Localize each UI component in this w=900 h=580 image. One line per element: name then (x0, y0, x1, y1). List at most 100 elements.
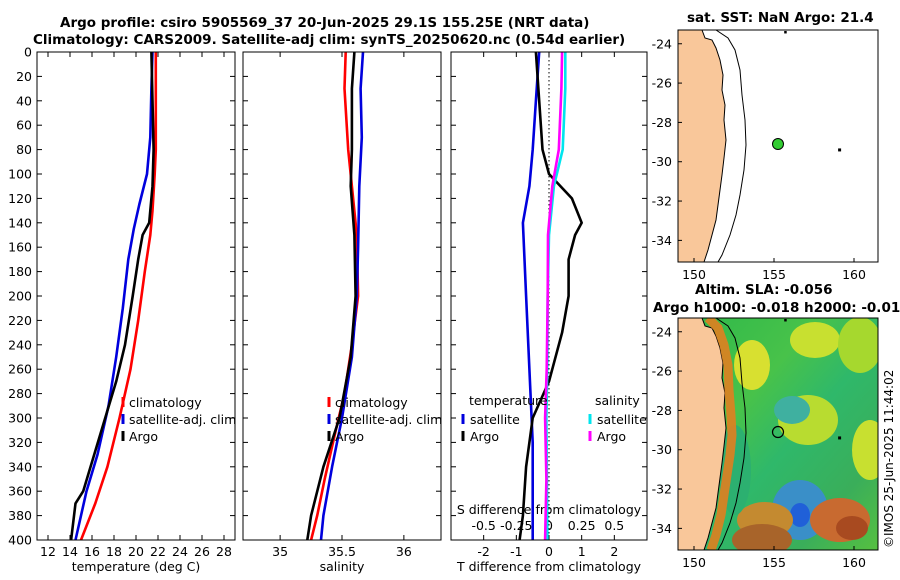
sst-land-mass (678, 30, 727, 262)
island-dot (784, 318, 787, 322)
map-y-tick-label: -24 (652, 324, 672, 339)
y-tick-label: 160 (8, 240, 32, 255)
map-y-tick-label: -32 (652, 194, 672, 209)
island-dot (784, 30, 787, 34)
main-title-line1: Argo profile: csiro 5905569_37 20-Jun-20… (60, 15, 590, 31)
y-tick-label: 140 (8, 215, 32, 230)
legend-label: climatology (129, 395, 202, 410)
y-tick-label: 280 (8, 386, 32, 401)
y-tick-label: 240 (8, 337, 32, 352)
y-tick-label: 0 (24, 45, 32, 60)
main-title-line2: Climatology: CARS2009. Satellite-adj cli… (33, 32, 626, 48)
y-tick-label: 120 (8, 191, 32, 206)
x-tick-label: 22 (150, 544, 166, 559)
x-tick-label: 36 (396, 544, 412, 559)
chart-salinity: 35 35.5 36 salinity climatology satellite-adj… (242, 51, 442, 574)
x-tick-label: 35 (272, 544, 288, 559)
y-tick-label: 340 (8, 459, 32, 474)
x-tick-label: 16 (84, 544, 100, 559)
legend-label: climatology (335, 395, 408, 410)
x-tick-label: 28 (216, 544, 232, 559)
legend-label: satellite (597, 412, 647, 427)
series-line-s-argo (543, 51, 564, 541)
map-y-tick-label: -32 (652, 482, 672, 497)
x2-tick-label: 0 (545, 518, 553, 533)
x2-tick-label: -0.5 (471, 518, 495, 533)
series-line-argo (69, 51, 155, 541)
x-axis-label: T difference from climatology (456, 559, 642, 574)
map-x-tick-label: 160 (842, 267, 866, 282)
y-tick-label: 220 (8, 313, 32, 328)
map-y-tick-label: -30 (652, 442, 672, 457)
chart-difference: -2 -1 0 1 2T difference from climatology -0.5… (450, 51, 648, 574)
legend-label: Argo (335, 429, 364, 444)
x-axis-label: salinity (320, 559, 365, 574)
x2-axis-label: S difference from climatology (457, 502, 642, 517)
sla-coastal-band (704, 318, 737, 550)
y-tick-label: 300 (8, 411, 32, 426)
x2-tick-label: 0.25 (568, 518, 596, 533)
x-tick-label: 35.5 (328, 544, 356, 559)
map-y-tick-label: -28 (652, 403, 672, 418)
y-tick-label: 260 (8, 362, 32, 377)
x-tick-label: 12 (40, 544, 56, 559)
series-line-satellite-adj.-clim (74, 51, 154, 541)
y-tick-label: 100 (8, 167, 32, 182)
map-y-tick-label: -26 (652, 76, 672, 91)
map-x-tick-label: 150 (682, 555, 706, 570)
y-tick-label: 40 (16, 93, 32, 108)
sla-map-title-line1: Altim. SLA: -0.056 (695, 282, 833, 298)
y-tick-label: 20 (16, 69, 32, 84)
x-tick-label: 2 (610, 544, 618, 559)
argo-position-marker (771, 425, 785, 439)
x2-tick-label: -0.25 (500, 518, 532, 533)
map-x-tick-label: 155 (762, 267, 786, 282)
sla-shelf-contour (715, 318, 747, 550)
series-line-argo (306, 51, 357, 541)
sla-land-mass (678, 318, 727, 550)
x-tick-label: 18 (106, 544, 122, 559)
legend-label: satellite (470, 412, 520, 427)
legend-label: Argo (470, 429, 499, 444)
y-tick-label: 360 (8, 484, 32, 499)
map-y-tick-label: -26 (652, 364, 672, 379)
chart-temperature: 12 14 16 18 20 22 24 26 28 temperature (deg C) 0 20… (8, 45, 236, 575)
sla-map-axes: -24 -26 -28 -30 -32 -34 150 155 160 (652, 318, 866, 570)
map-y-tick-label: -24 (652, 36, 672, 51)
y-tick-label: 320 (8, 435, 32, 450)
map-y-tick-label: -34 (652, 233, 672, 248)
legend-s-title: salinity (595, 393, 640, 408)
y-tick-label: 380 (8, 508, 32, 523)
legend-t-title: temperature (469, 393, 548, 408)
x-tick-label: 0 (545, 544, 553, 559)
x-tick-label: 14 (62, 544, 78, 559)
plot-frame (242, 51, 442, 541)
legend-label: Argo (129, 429, 158, 444)
sst-map-title: sat. SST: NaN Argo: 21.4 (687, 10, 874, 26)
series-line-t-argo (518, 51, 584, 541)
y-tick-label: 80 (16, 142, 32, 157)
y-tick-label: 180 (8, 264, 32, 279)
sst-shelf-contour (715, 30, 747, 262)
map-y-tick-label: -30 (652, 154, 672, 169)
x-tick-label: 20 (128, 544, 144, 559)
y-tick-label: 60 (16, 118, 32, 133)
island-dot (838, 148, 842, 152)
series-line-climatology (79, 52, 158, 541)
x-tick-label: 24 (172, 544, 188, 559)
series-line-t-satellite (521, 51, 541, 540)
island-dot (838, 436, 842, 440)
map-x-tick-label: 155 (762, 555, 786, 570)
legend-label: satellite-adj. clim (335, 412, 442, 427)
y-tick-label: 200 (8, 289, 32, 304)
sla-map-title-line2: Argo h1000: -0.018 h2000: -0.012 (653, 300, 900, 316)
x-tick-label: -1 (510, 544, 522, 559)
argo-position-marker (772, 138, 784, 151)
map-x-tick-label: 150 (682, 267, 706, 282)
x-tick-label: 26 (194, 544, 210, 559)
y-tick-label: 400 (8, 533, 32, 548)
x-tick-label: -2 (477, 544, 489, 559)
map-y-tick-label: -28 (652, 115, 672, 130)
legend-label: satellite-adj. clim (129, 412, 236, 427)
